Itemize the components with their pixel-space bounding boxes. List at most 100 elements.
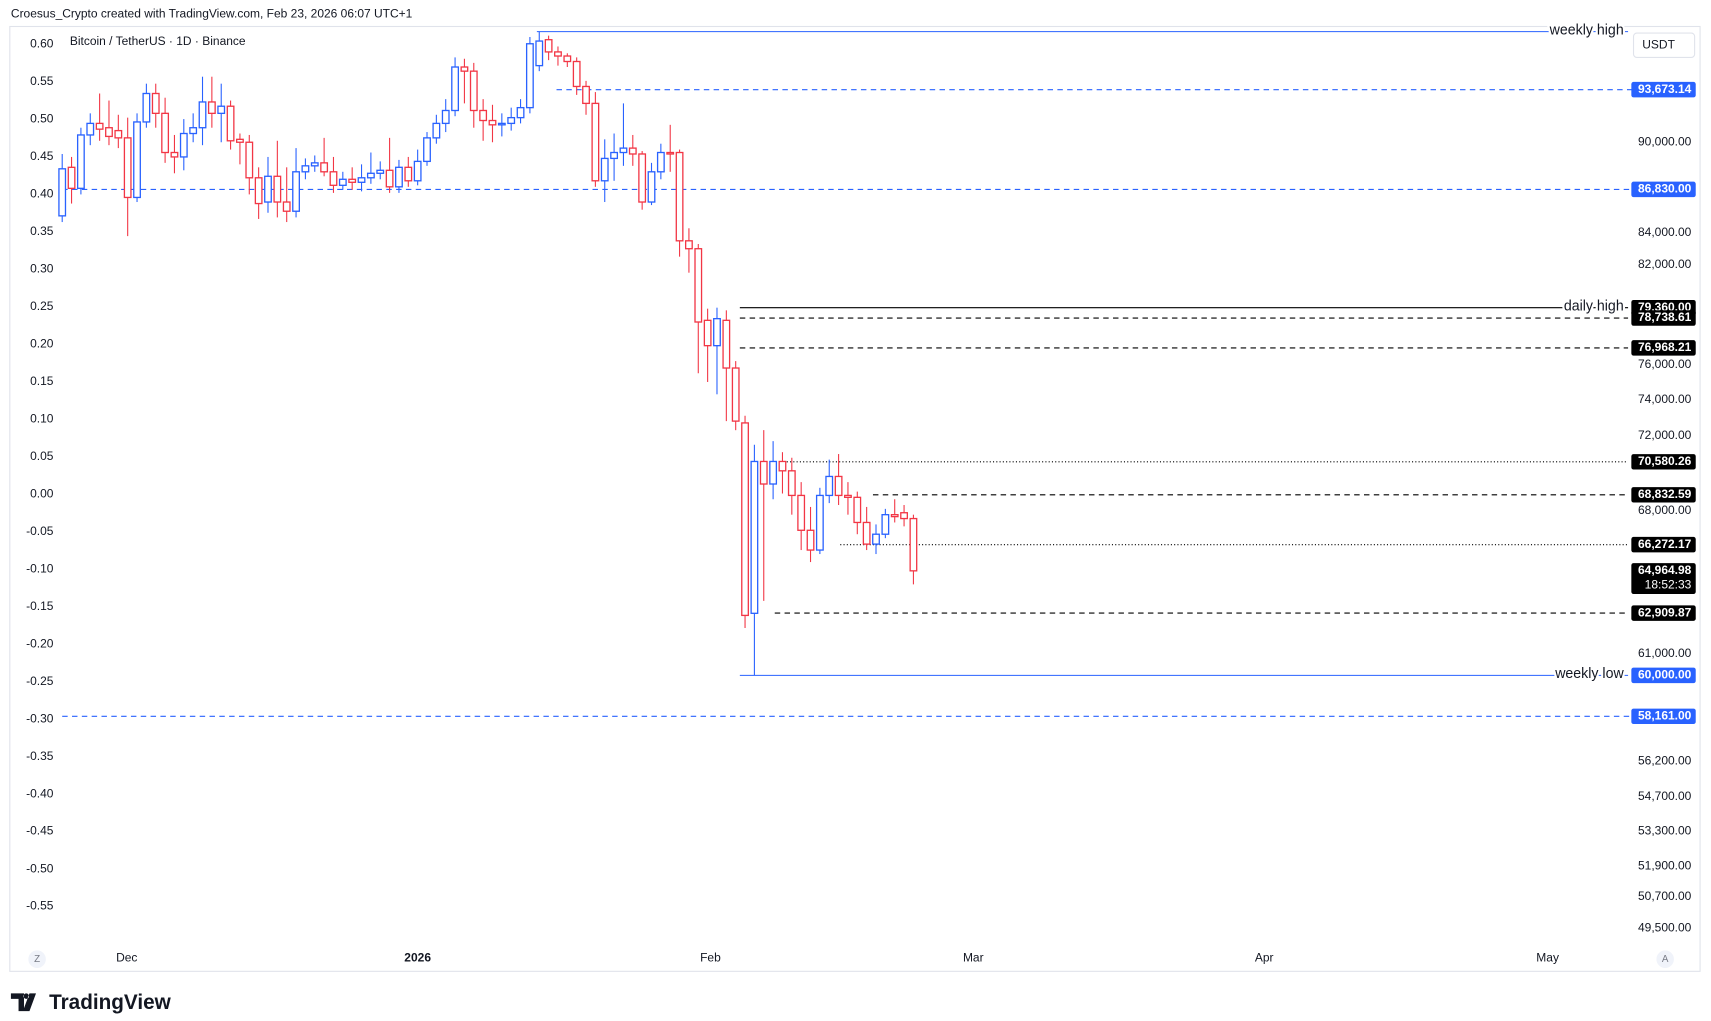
x-tick-label: Mar: [963, 950, 984, 964]
chart-title: Bitcoin / TetherUS · 1D · Binance: [70, 34, 246, 48]
candle-body: [189, 127, 198, 135]
y-tick-label: 72,000.00: [1638, 428, 1692, 442]
candle-body: [67, 166, 76, 189]
scale-button[interactable]: [28, 950, 46, 969]
y2-tick-label: -0.10: [26, 561, 54, 575]
level-label-box: [1631, 605, 1696, 621]
candle-body: [254, 177, 263, 205]
y2-tick-label: 0.40: [30, 186, 54, 200]
y2-tick-label: 0.15: [30, 374, 54, 388]
candle-body: [825, 475, 834, 497]
candle-body: [245, 141, 254, 179]
y-tick-label: 56,200.00: [1638, 754, 1692, 768]
candle-body: [769, 460, 778, 485]
y-tick-label: 49,500.00: [1638, 920, 1692, 934]
y2-tick-label: 0.25: [30, 299, 54, 313]
candle-body: [86, 122, 95, 136]
candle-body: [619, 147, 628, 154]
header: Croesus_Crypto created with TradingView.…: [11, 6, 413, 20]
candle-body: [675, 151, 684, 242]
candle-body: [264, 175, 272, 203]
y2-tick-label: 0.35: [30, 224, 54, 238]
y2-tick-label: 0.45: [30, 149, 54, 163]
y2-tick-label: 0.60: [30, 36, 54, 50]
y-tick-label: 82,000.00: [1638, 257, 1692, 271]
level-label: 93,673.14: [1638, 82, 1692, 96]
candle-body: [376, 169, 385, 174]
candle-body: [684, 240, 693, 250]
candle-body: [76, 134, 85, 189]
candle-body: [713, 317, 721, 347]
currency: USDT: [1642, 37, 1675, 51]
candle-body: [217, 105, 226, 115]
candle-body: [507, 116, 516, 125]
level-label-box: [1631, 563, 1696, 595]
candle-body: [95, 122, 104, 130]
y-tick-label: 84,000.00: [1638, 225, 1692, 239]
candle-body: [292, 171, 300, 212]
level-label-box: [1631, 487, 1696, 503]
candle-body: [638, 153, 647, 203]
candle-body: [273, 175, 282, 203]
candle-body: [179, 132, 188, 158]
y-tick-label: 76,000.00: [1638, 357, 1692, 371]
candle-body: [628, 147, 637, 155]
y2-tick-label: 0.10: [30, 411, 54, 425]
level-label: 66,272.17: [1638, 537, 1692, 551]
candle-body: [123, 137, 132, 199]
candle-body: [544, 39, 553, 53]
candle-body: [656, 151, 665, 173]
y-tick-label: 61,000.00: [1638, 646, 1692, 660]
candle-body: [703, 319, 712, 347]
candle-body: [320, 162, 329, 173]
y2-tick-label: -0.35: [26, 749, 54, 763]
candle-body: [366, 172, 375, 179]
candle-body: [133, 121, 141, 199]
candle-body: [404, 166, 413, 182]
level-label-box: [1631, 181, 1696, 198]
candle-body: [207, 101, 216, 115]
candle-body: [554, 51, 562, 57]
candle-body: [815, 494, 824, 551]
x-tick-label: 2026: [404, 950, 431, 964]
y2-tick-label: -0.20: [26, 636, 54, 650]
candle-body: [114, 129, 123, 139]
candle-body: [806, 529, 815, 551]
candle-body: [610, 151, 619, 160]
candle-body: [236, 138, 244, 143]
candle-body: [647, 171, 656, 203]
candle-body: [591, 102, 600, 182]
candle-body: [479, 109, 488, 122]
y2-tick-label: -0.40: [26, 786, 54, 800]
candle-body: [395, 166, 403, 188]
candle-body: [282, 201, 291, 212]
y2-tick-label: -0.30: [26, 711, 54, 725]
level-annotation: weekly low: [1554, 666, 1624, 682]
candle-body: [170, 151, 179, 158]
y2-tick-label: -0.15: [26, 599, 54, 613]
level-label: 64,964.98: [1638, 563, 1692, 577]
candle-body: [525, 43, 534, 109]
level-label-box: [1631, 667, 1696, 684]
level-annotation: weekly high: [1549, 22, 1624, 38]
level-label: 68,832.59: [1638, 487, 1692, 501]
currency-button[interactable]: [1632, 32, 1696, 58]
candle-body: [750, 460, 759, 614]
candle-body: [151, 92, 160, 115]
candle-body: [161, 112, 170, 154]
y-tick-label: 68,000.00: [1638, 503, 1692, 517]
candle-body: [198, 101, 207, 129]
scale-button[interactable]: [1656, 950, 1674, 969]
candle-body: [142, 92, 151, 123]
candle-body: [844, 494, 852, 499]
candle-body: [451, 66, 460, 112]
x-tick-label: Feb: [700, 950, 721, 964]
candle-body: [694, 248, 703, 323]
y2-tick-label: -0.05: [26, 524, 54, 538]
candle-body: [488, 119, 497, 126]
candle-body: [572, 60, 581, 88]
candle-body: [872, 533, 880, 545]
y-tick-label: 51,900.00: [1638, 858, 1692, 872]
level-annotation: daily high: [1564, 298, 1624, 314]
candle-body: [535, 40, 544, 67]
